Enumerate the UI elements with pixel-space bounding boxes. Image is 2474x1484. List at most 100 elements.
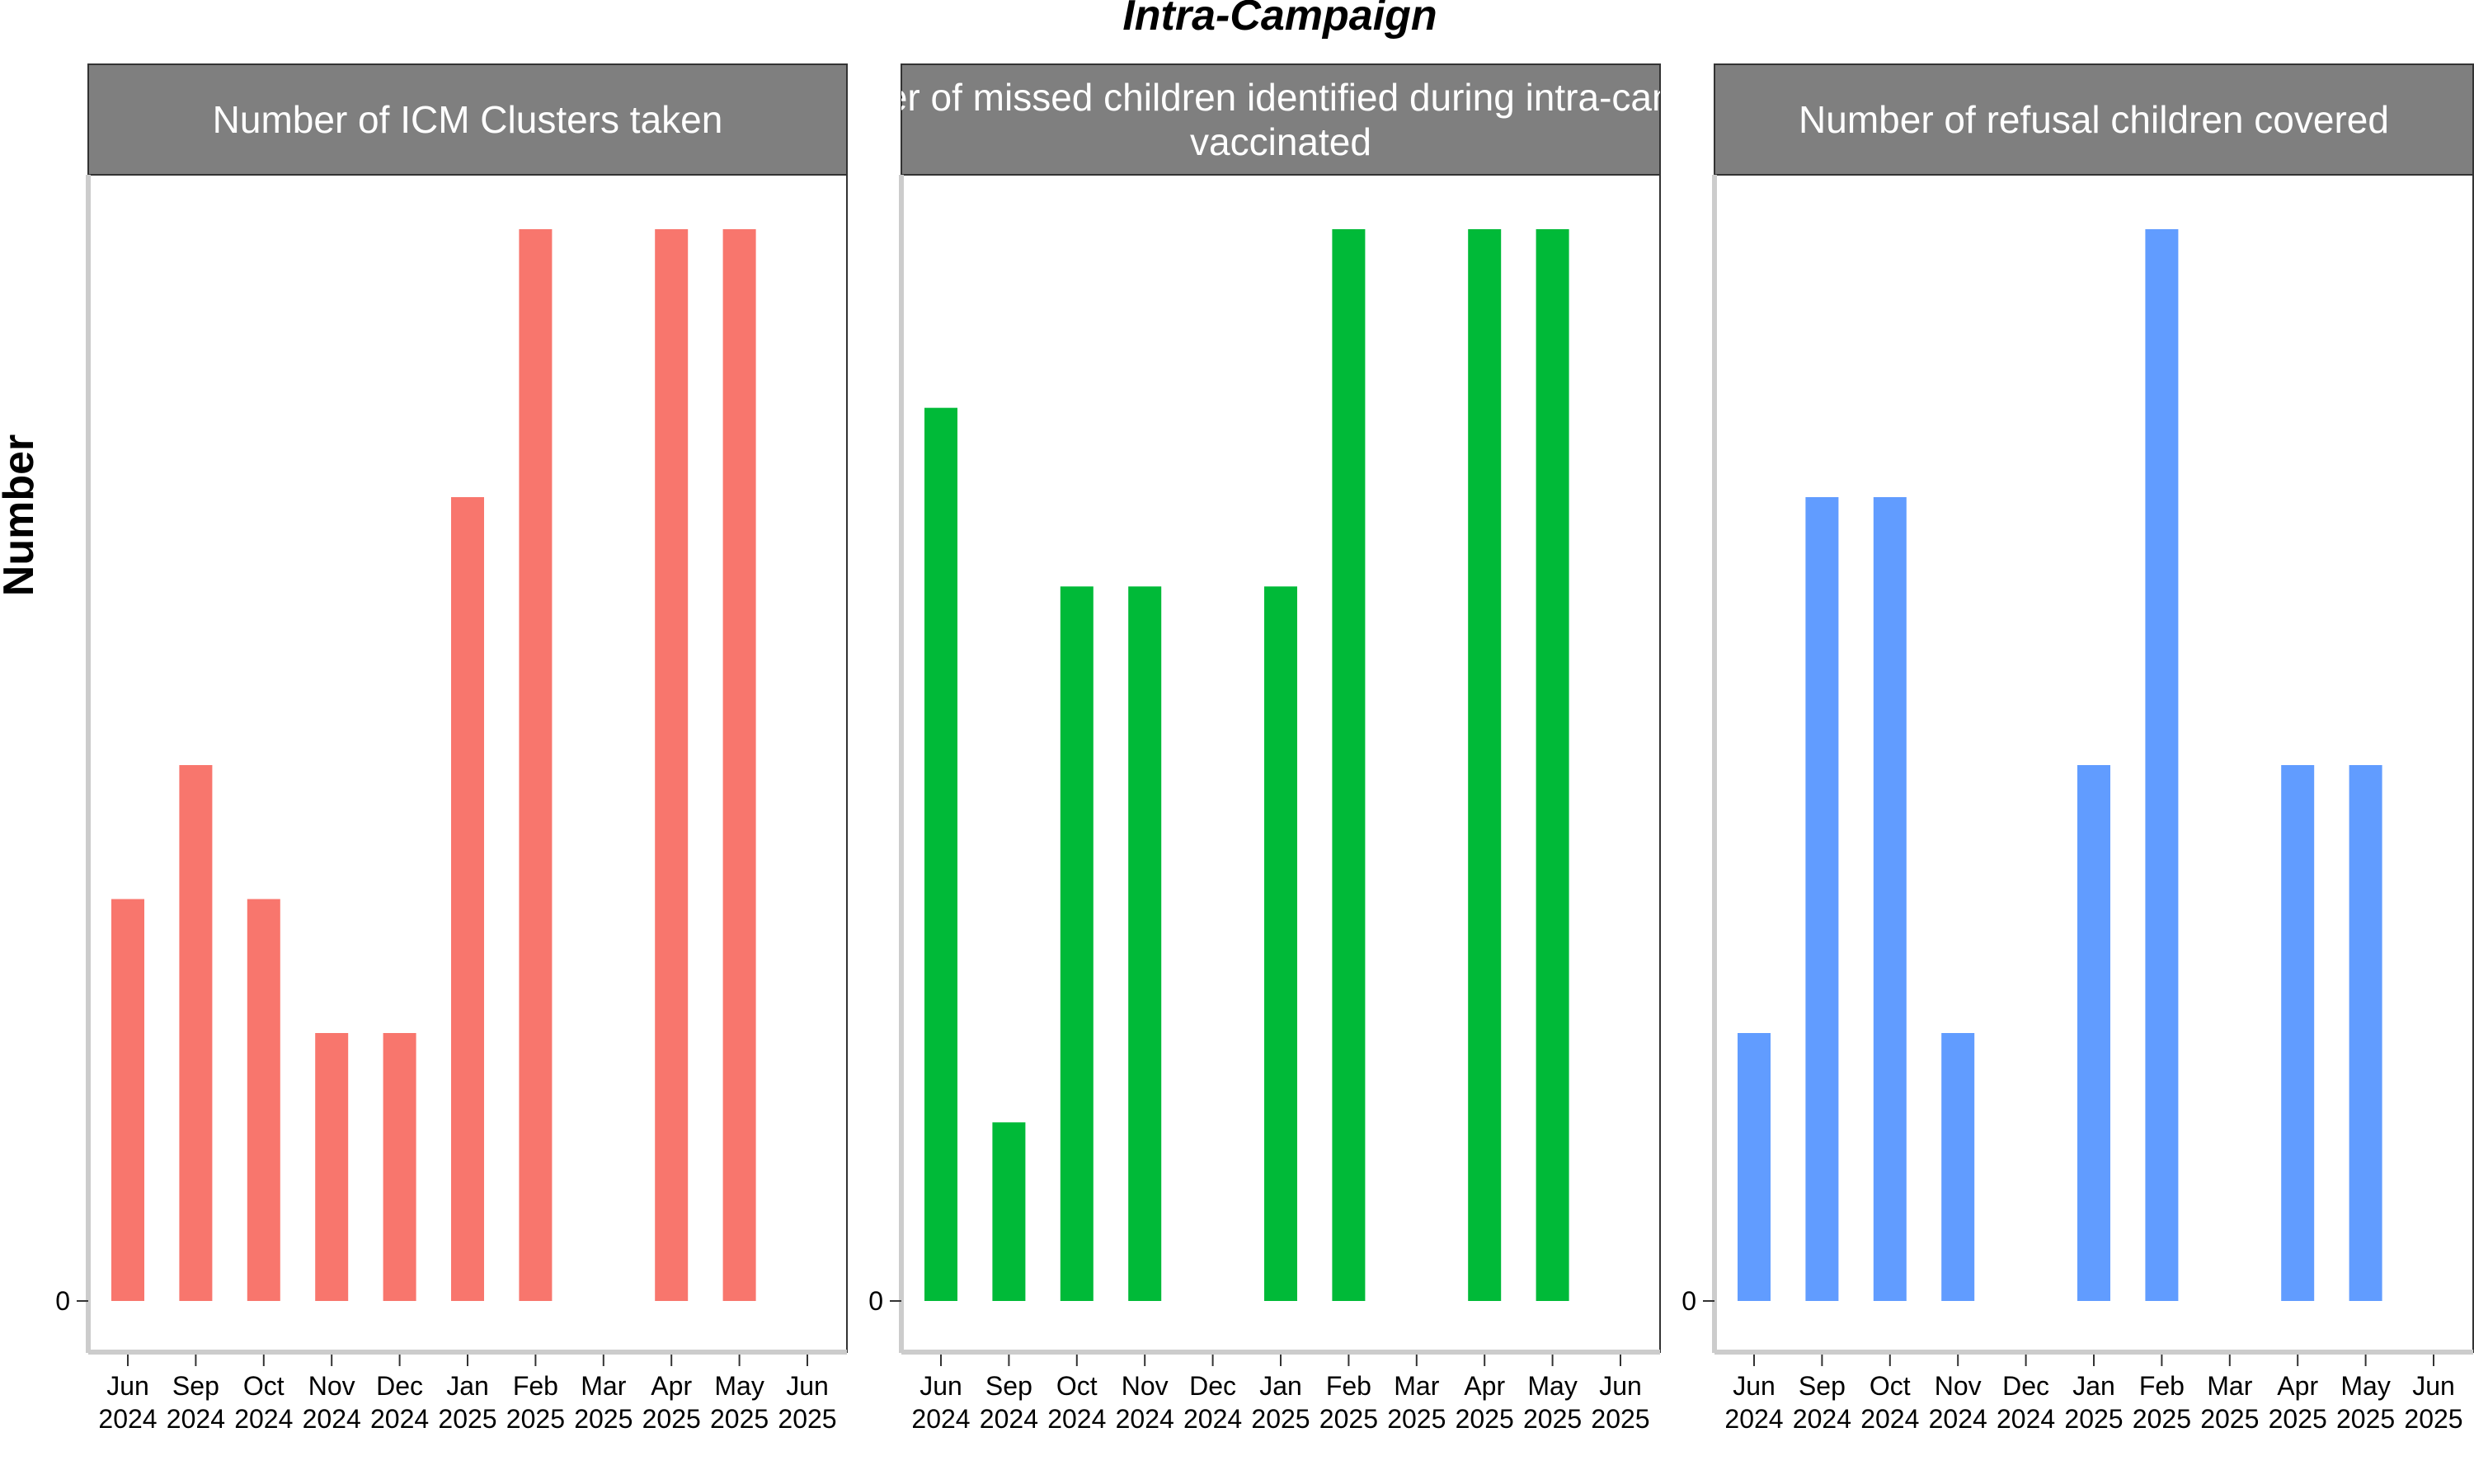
chart-title: Intra-Campaign xyxy=(1122,0,1437,40)
bar xyxy=(1264,586,1297,1301)
x-tick-label: Jun xyxy=(1733,1371,1776,1401)
facet-panel: Number of refusal children covered0Jun20… xyxy=(1681,63,2474,1434)
x-tick-label: Mar xyxy=(2207,1371,2252,1401)
x-tick-label-year: 2025 xyxy=(2336,1404,2395,1434)
y-tick-label: 0 xyxy=(1681,1286,1696,1316)
bar xyxy=(519,229,553,1301)
x-tick-label-year: 2025 xyxy=(2269,1404,2327,1434)
x-tick-label: Oct xyxy=(1870,1371,1911,1401)
x-tick-label: Sep xyxy=(172,1371,219,1401)
bar xyxy=(383,1033,416,1301)
bar xyxy=(315,1033,349,1301)
bar xyxy=(1873,497,1907,1301)
x-tick-label: Mar xyxy=(1394,1371,1439,1401)
facet-panel: Number of missed children identified dur… xyxy=(785,63,1776,1434)
x-tick-label: Dec xyxy=(376,1371,423,1401)
x-tick-label-year: 2024 xyxy=(303,1404,361,1434)
x-tick-label-year: 2025 xyxy=(2133,1404,2191,1434)
x-tick-label-year: 2024 xyxy=(1860,1404,1919,1434)
x-tick-label: Jun xyxy=(920,1371,962,1401)
x-tick-label-year: 2025 xyxy=(1319,1404,1378,1434)
facet-strip-label: Number of missed children identified dur… xyxy=(785,76,1776,119)
x-tick-label-year: 2024 xyxy=(98,1404,157,1434)
bar xyxy=(2145,229,2179,1301)
x-tick-label-year: 2024 xyxy=(167,1404,225,1434)
x-tick-label: Oct xyxy=(243,1371,285,1401)
x-tick-label-year: 2025 xyxy=(2200,1404,2259,1434)
bar xyxy=(722,229,756,1301)
bar xyxy=(1468,229,1502,1301)
bar xyxy=(924,407,957,1302)
facet-strip-label: Number of ICM Clusters taken xyxy=(213,98,723,141)
bar xyxy=(111,899,144,1301)
x-tick-label-year: 2024 xyxy=(1929,1404,1987,1434)
x-tick-label-year: 2024 xyxy=(1724,1404,1783,1434)
x-tick-label-year: 2025 xyxy=(506,1404,565,1434)
y-axis-label: Number xyxy=(0,434,43,596)
x-tick-label: Feb xyxy=(1326,1371,1371,1401)
x-tick-label-year: 2025 xyxy=(438,1404,496,1434)
x-tick-label-year: 2025 xyxy=(1523,1404,1582,1434)
bar xyxy=(655,229,689,1301)
bar xyxy=(179,765,213,1301)
bar xyxy=(1060,586,1094,1301)
x-tick-label-year: 2025 xyxy=(2404,1404,2462,1434)
x-tick-label-year: 2025 xyxy=(2064,1404,2123,1434)
x-tick-label-year: 2025 xyxy=(642,1404,701,1434)
bar xyxy=(1941,1033,1975,1301)
x-tick-label: Apr xyxy=(651,1371,692,1401)
x-tick-label: May xyxy=(1527,1371,1577,1401)
bar xyxy=(2349,765,2382,1301)
x-tick-label-year: 2024 xyxy=(234,1404,293,1434)
x-tick-label-year: 2025 xyxy=(1387,1404,1446,1434)
x-tick-label: Jun xyxy=(786,1371,829,1401)
x-tick-label: Sep xyxy=(1799,1371,1846,1401)
bar xyxy=(1536,229,1569,1301)
x-tick-label-year: 2024 xyxy=(911,1404,970,1434)
bar xyxy=(1128,586,1162,1301)
x-tick-label: Oct xyxy=(1056,1371,1098,1401)
x-tick-label: May xyxy=(2340,1371,2390,1401)
bar xyxy=(1332,229,1366,1301)
x-tick-label: Jan xyxy=(446,1371,489,1401)
x-tick-label: Jan xyxy=(1259,1371,1302,1401)
facet-strip xyxy=(87,63,848,176)
x-tick-label-year: 2024 xyxy=(1183,1404,1242,1434)
x-tick-label: Nov xyxy=(1122,1371,1169,1401)
x-tick-label: Nov xyxy=(308,1371,355,1401)
bar xyxy=(247,899,280,1301)
x-tick-label-year: 2024 xyxy=(1997,1404,2055,1434)
x-tick-label-year: 2025 xyxy=(710,1404,769,1434)
x-tick-label-year: 2025 xyxy=(1591,1404,1649,1434)
x-tick-label-year: 2025 xyxy=(1456,1404,1514,1434)
facet-strip xyxy=(1714,63,2474,176)
facet-strip xyxy=(901,63,1661,176)
x-tick-label-year: 2025 xyxy=(778,1404,836,1434)
x-tick-label: Jun xyxy=(2412,1371,2455,1401)
y-tick-label: 0 xyxy=(868,1286,883,1316)
x-tick-label-year: 2024 xyxy=(980,1404,1038,1434)
x-tick-label: Jun xyxy=(106,1371,149,1401)
bar xyxy=(2077,765,2110,1301)
x-tick-label: Nov xyxy=(1935,1371,1982,1401)
facet-strip-label: vaccinated xyxy=(1190,120,1371,163)
x-tick-label: Dec xyxy=(1189,1371,1236,1401)
x-tick-label: Apr xyxy=(2277,1371,2318,1401)
x-tick-label: Feb xyxy=(513,1371,558,1401)
x-tick-label-year: 2024 xyxy=(1793,1404,1851,1434)
facet-panels: Number of ICM Clusters taken0Jun2024Sep2… xyxy=(55,63,2474,1434)
x-tick-label-year: 2024 xyxy=(1047,1404,1106,1434)
x-tick-label: Feb xyxy=(2139,1371,2185,1401)
x-tick-label-year: 2025 xyxy=(1251,1404,1310,1434)
facet-panel: Number of ICM Clusters taken0Jun2024Sep2… xyxy=(55,63,848,1434)
x-tick-label-year: 2024 xyxy=(370,1404,429,1434)
x-tick-label: Jun xyxy=(1599,1371,1642,1401)
x-tick-label: Mar xyxy=(581,1371,626,1401)
bar xyxy=(992,1122,1026,1301)
x-tick-label: Sep xyxy=(985,1371,1032,1401)
bar xyxy=(2281,765,2315,1301)
x-tick-label: Jan xyxy=(2072,1371,2115,1401)
x-tick-label: Dec xyxy=(2002,1371,2049,1401)
facet-strip-label: Number of refusal children covered xyxy=(1799,98,2389,141)
